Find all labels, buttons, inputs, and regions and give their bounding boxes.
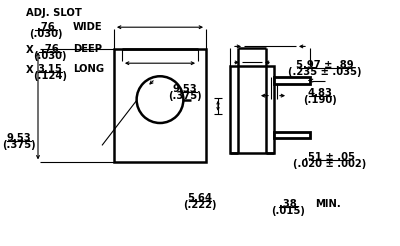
Text: DEEP: DEEP — [73, 44, 102, 54]
Text: (.015): (.015) — [271, 206, 305, 216]
Text: (.235 ± .035): (.235 ± .035) — [288, 67, 362, 77]
Circle shape — [137, 76, 183, 123]
Bar — [230, 66, 274, 153]
Text: .38: .38 — [279, 199, 297, 209]
Bar — [274, 77, 310, 84]
Text: 4.83: 4.83 — [308, 88, 332, 98]
Text: 9.53: 9.53 — [173, 84, 197, 94]
Text: LONG: LONG — [73, 64, 104, 74]
Text: WIDE: WIDE — [73, 22, 103, 32]
Text: 9.53: 9.53 — [7, 133, 31, 143]
Text: (.190): (.190) — [303, 95, 337, 105]
Text: (.124): (.124) — [33, 71, 67, 81]
Text: X: X — [26, 45, 34, 55]
Text: .76: .76 — [37, 22, 55, 32]
Text: 3.15: 3.15 — [38, 64, 62, 74]
Text: MIN.: MIN. — [315, 199, 341, 209]
Text: (.375): (.375) — [168, 91, 202, 101]
Text: (.375): (.375) — [2, 140, 36, 150]
Text: 5.97 ± .89: 5.97 ± .89 — [296, 60, 354, 70]
Text: (.222): (.222) — [183, 200, 217, 210]
Text: (.020 ± .002): (.020 ± .002) — [293, 159, 367, 169]
Text: (.030): (.030) — [29, 29, 63, 39]
Text: X: X — [26, 65, 34, 75]
Bar — [274, 132, 310, 138]
Text: 5.64: 5.64 — [188, 193, 212, 203]
Text: ADJ. SLOT: ADJ. SLOT — [26, 8, 82, 18]
Text: .51 ± .05: .51 ± .05 — [304, 152, 356, 162]
Text: (.030): (.030) — [33, 51, 67, 61]
Text: .76: .76 — [41, 44, 59, 54]
Bar — [114, 49, 206, 162]
